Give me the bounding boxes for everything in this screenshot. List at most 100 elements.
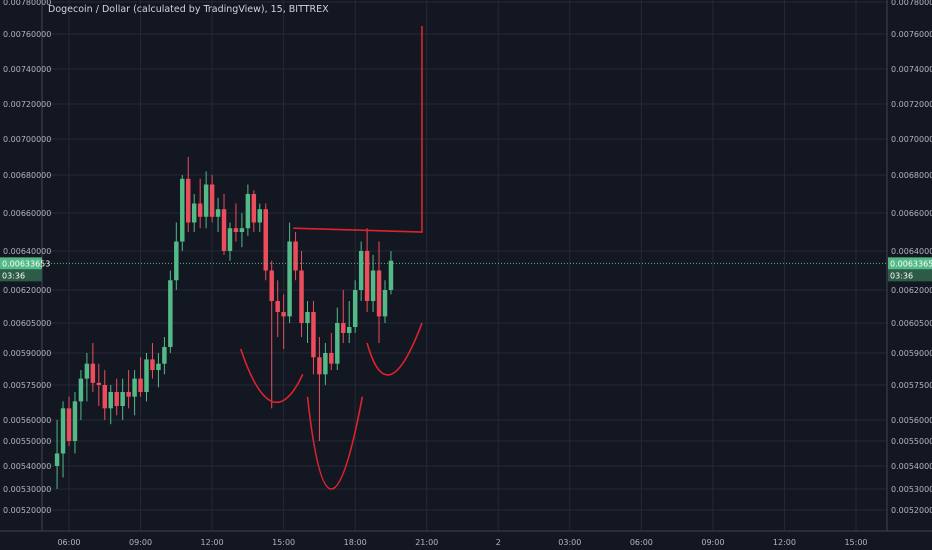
candle [114,378,119,416]
right-price-axis[interactable]: 0.00520000 0.00530000 0.00540000 0.00550000… [891,0,932,515]
candle [90,343,96,392]
candle-body [60,408,66,454]
candle-body [370,270,376,301]
candle-body [358,251,364,290]
candle [346,301,352,343]
candle-body [299,270,304,323]
y-tick-label-left: 0.00760000 [3,30,51,39]
candle [323,343,328,385]
candle [358,241,364,301]
candle-body [275,301,280,312]
y-tick-label-left: 0.00590000 [3,349,51,358]
candle [299,251,304,337]
y-tick-label-right: 0.00740000 [891,65,932,74]
y-tick-label-right: 0.00540000 [891,462,932,471]
candle [191,194,197,232]
candle [180,175,185,251]
y-tick-label-left: 0.00520000 [3,506,51,515]
y-tick-label-left: 0.00780000 [3,0,51,7]
candle [174,222,179,290]
current-price-label-right: 0.00633653 [890,259,932,268]
candle [335,307,340,371]
candle-body [120,392,125,406]
candle [126,370,131,409]
candle [186,157,191,232]
x-tick-label: 09:00 [129,538,152,547]
candle [84,353,90,402]
y-tick-label-right: 0.00590000 [891,349,932,358]
candle-body [54,453,60,466]
candle-body [197,203,203,217]
y-tick-label-left: 0.00640000 [3,247,51,256]
candle-body [108,392,113,409]
time-axis[interactable]: 06:00 09:00 12:00 15:00 18:00 21:00 2 03:00 06:0… [57,538,867,547]
candle-body [269,270,274,301]
candle-body [203,184,209,217]
candle [388,251,394,295]
candle-body [144,359,149,392]
candle [370,254,376,312]
x-tick-label: 03:00 [558,538,581,547]
candle [96,363,102,406]
candle-body [311,312,316,358]
candle-body [329,353,334,364]
candle-body [257,209,263,223]
candle-body [215,209,221,217]
y-tick-label-left: 0.00680000 [3,171,51,180]
candle [245,184,251,236]
candle-body [305,312,310,323]
candle [281,294,286,349]
candle-body [156,363,161,371]
current-price-tag-right [888,257,932,270]
candle-body [293,241,298,271]
left-price-axis[interactable]: 0.00520000 0.00530000 0.00540000 0.00550000… [3,0,51,515]
candle [66,396,72,446]
x-tick-label: 06:00 [57,538,80,547]
annotations [239,26,423,490]
y-tick-label-right: 0.00520000 [891,506,932,515]
resistance-line[interactable] [293,26,423,233]
candle-body [376,270,382,317]
y-tick-label-left: 0.00720000 [3,100,51,109]
candle-body [114,392,119,406]
right-shoulder-arc[interactable] [366,322,423,376]
candle-body [132,378,137,397]
y-tick-label-right: 0.00660000 [891,209,932,218]
candle [197,178,203,229]
candle [352,280,358,333]
candle [293,232,298,281]
left-shoulder-arc[interactable] [239,348,304,404]
candle [108,385,113,425]
candle-body [233,228,239,232]
candle-body [186,178,191,223]
countdown-label-left: 03:36 [2,271,25,280]
candle-body [72,401,78,441]
candle-body [221,209,227,251]
y-tick-label-right: 0.00700000 [891,135,932,144]
y-tick-label-left: 0.00740000 [3,65,51,74]
head-arc[interactable] [306,396,364,490]
candle-body [102,385,108,409]
candle [275,280,280,337]
candle-body [323,353,328,375]
candle-body [174,241,179,281]
candle [364,228,370,312]
candle-body [239,228,245,232]
candle [287,222,292,323]
candle [305,301,310,343]
x-tick-label: 15:00 [272,538,295,547]
y-tick-label-left: 0.00660000 [3,209,51,218]
y-tick-label-right: 0.00550000 [891,437,932,446]
y-tick-label-left: 0.00540000 [3,462,51,471]
candle-body [150,359,155,371]
candle-body [66,408,72,441]
countdown-label-right: 03:36 [890,271,913,280]
candle-body [162,347,167,364]
candle-body [245,194,251,229]
candle-body [341,323,346,333]
candle [376,241,382,343]
candle [311,301,316,375]
y-tick-label-right: 0.00530000 [891,485,932,494]
